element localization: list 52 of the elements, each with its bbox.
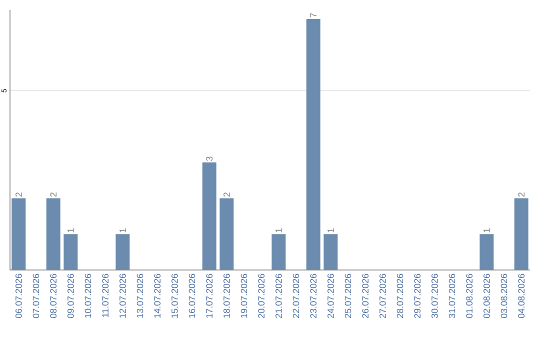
bar [46,198,60,270]
data-label: 2 [16,192,22,197]
x-tick-label: 26.07.2026 [362,274,369,318]
x-tick-label: 25.07.2026 [344,274,352,318]
data-label: 3 [206,156,213,161]
x-tick-label: 16.07.2026 [188,274,196,318]
x-tick-label: 07.07.2026 [32,274,40,318]
x-tick-label: 12.07.2026 [119,274,126,318]
data-label: 1 [120,228,126,232]
x-tick-label: 11.07.2026 [102,274,109,318]
x-tick-label: 15.07.2026 [171,274,178,318]
bar [514,198,528,270]
bar [116,234,130,270]
bar [306,18,320,270]
bar [64,234,78,270]
x-tick-label: 17.07.2026 [206,274,213,318]
x-tick-label: 03.08.2026 [500,274,508,318]
data-label: 1 [328,228,334,232]
x-tick-label: 27.07.2026 [379,274,386,318]
data-label: 1 [68,228,74,232]
data-label: 7 [310,13,316,18]
x-tick-label: 28.07.2026 [396,274,404,318]
x-tick-label: 14.07.2026 [154,274,161,318]
bar [12,198,26,270]
bar [202,162,216,270]
x-tick-label: 04.08.2026 [518,274,525,318]
data-label: 2 [224,192,230,197]
data-label: 2 [518,192,524,197]
bar [324,234,338,270]
x-tick-label: 09.07.2026 [67,274,74,318]
data-label: 2 [50,192,56,197]
data-label: 1 [276,228,282,232]
x-tick-label: 21.07.2026 [275,274,282,318]
x-tick-label: 31.07.2026 [448,274,456,318]
x-tick-label: 06.07.2026 [15,274,22,318]
x-tick-label: 02.08.2026 [483,274,490,318]
x-tick-label: 10.07.2026 [84,274,92,318]
bar [220,198,234,270]
x-tick-label: 19.07.2026 [240,274,248,318]
x-tick-label: 18.07.2026 [223,274,230,318]
x-tick-label: 29.07.2026 [414,274,421,318]
bar [480,234,494,270]
x-tick-label: 13.07.2026 [136,274,144,318]
x-tick-label: 08.07.2026 [50,274,57,318]
x-tick-label: 20.07.2026 [258,274,265,318]
data-label: 1 [484,228,490,232]
bar [272,234,286,270]
x-tick-label: 23.07.2026 [310,274,317,318]
x-tick-label: 01.08.2026 [466,274,473,318]
x-tick-label: 30.07.2026 [431,274,438,318]
x-tick-label: 22.07.2026 [292,274,300,318]
x-tick-label: 24.07.2026 [327,274,334,318]
